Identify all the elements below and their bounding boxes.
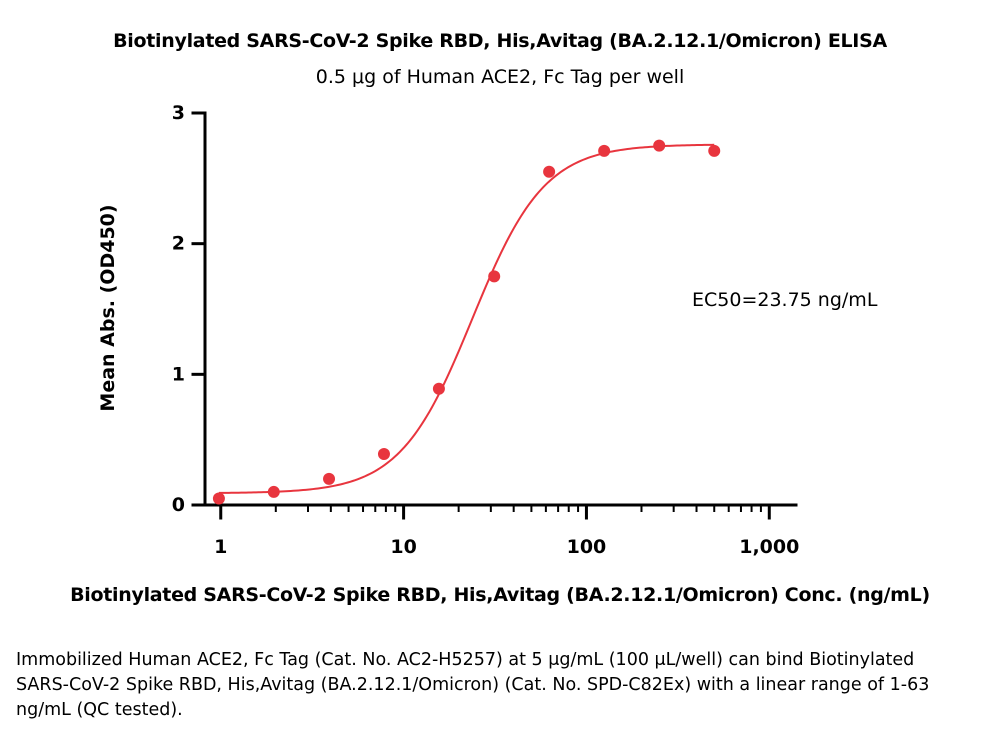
chart-subtitle: 0.5 μg of Human ACE2, Fc Tag per well: [315, 66, 685, 88]
data-points: [212, 139, 721, 505]
data-point: [543, 165, 556, 178]
ec50-annotation: EC50=23.75 ng/mL: [692, 289, 878, 311]
x-axis-label: Biotinylated SARS-CoV-2 Spike RBD, His,A…: [70, 584, 930, 606]
data-point: [323, 472, 336, 485]
y-tick-label: 0: [172, 494, 185, 516]
data-point: [598, 144, 611, 157]
chart-title: Biotinylated SARS-CoV-2 Spike RBD, His,A…: [113, 30, 887, 52]
axes: 0 1 2 3 1 10 100 1,000: [172, 102, 800, 558]
data-point: [267, 485, 280, 498]
y-tick-label: 2: [172, 233, 185, 255]
data-point: [708, 144, 721, 157]
data-point: [377, 448, 390, 461]
data-point: [653, 139, 666, 152]
x-tick-label: 100: [567, 536, 607, 558]
x-tick-label: 10: [390, 536, 416, 558]
data-point: [488, 270, 501, 283]
y-axis-label: Mean Abs. (OD450): [97, 204, 119, 412]
y-tick-label: 1: [172, 363, 185, 385]
data-point: [432, 382, 445, 395]
fit-curve-group: [218, 143, 715, 494]
x-tick-label: 1,000: [739, 536, 799, 558]
y-tick-label: 3: [172, 102, 185, 124]
data-point: [212, 492, 225, 505]
fit-curve-line: [218, 143, 715, 494]
x-tick-label: 1: [214, 536, 227, 558]
figure-caption: Immobilized Human ACE2, Fc Tag (Cat. No.…: [16, 650, 930, 720]
